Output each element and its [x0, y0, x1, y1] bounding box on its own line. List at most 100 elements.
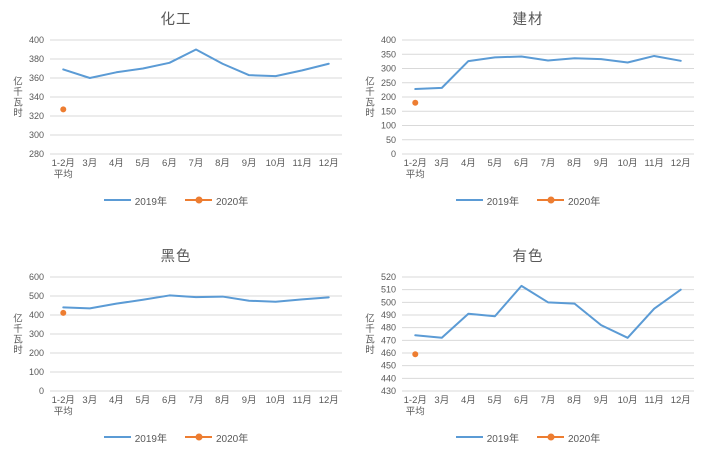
x-axis-tick-label: 3月	[434, 158, 449, 169]
x-axis-tick-label: 3月	[434, 395, 449, 406]
y-axis-title-char: 千	[365, 324, 375, 335]
y-axis-tick-label: 480	[381, 323, 396, 333]
y-axis-title-char: 千	[13, 87, 23, 98]
x-axis-tick-label: 平均	[54, 169, 73, 181]
legend-swatch	[185, 196, 212, 204]
y-axis-tick-label: 490	[381, 310, 396, 320]
chart-title: 建材	[512, 12, 544, 28]
y-axis-tick-label: 510	[381, 285, 396, 295]
chart-title: 化工	[160, 12, 192, 28]
series-0-line	[62, 294, 330, 310]
legend-item-1: 2020年	[537, 430, 600, 445]
x-axis-tick-label: 6月	[514, 395, 529, 406]
legend-swatch	[103, 199, 131, 201]
legend-swatch	[103, 436, 131, 438]
series-0-line	[414, 284, 682, 339]
x-axis-tick-label: 11月	[292, 158, 311, 169]
x-axis-tick-label: 6月	[514, 158, 529, 169]
y-axis-title-char: 时	[365, 344, 375, 356]
x-axis-tick-label: 7月	[189, 395, 204, 406]
y-axis-tick-label: 280	[29, 149, 44, 159]
y-axis-title-char: 亿	[365, 75, 375, 87]
x-axis-tick-label: 4月	[109, 158, 124, 169]
y-axis-tick-label: 380	[29, 54, 44, 64]
x-axis-tick-label: 11月	[644, 158, 663, 169]
chart-ferrous: 黑色 0 100 200 300 400 500 600 亿千瓦时 1-2月 平均 3月 4月 5月 6月…	[0, 237, 352, 473]
series-0-line	[62, 48, 330, 79]
legend: 2019年 2020年	[0, 193, 352, 208]
legend-item-1: 2020年	[185, 430, 248, 445]
y-axis-tick-label: 500	[381, 297, 396, 307]
x-axis-tick-label: 1-2月	[404, 395, 427, 406]
legend-marker-dot	[547, 196, 554, 204]
x-axis-tick-label: 1-2月	[52, 395, 75, 406]
legend-label: 2020年	[568, 433, 601, 445]
series-1-point	[412, 351, 419, 358]
x-axis-tick-label: 4月	[461, 395, 476, 406]
series-0-line	[414, 54, 682, 91]
x-axis-tick-label: 3月	[82, 395, 97, 406]
y-axis-title-char: 时	[13, 107, 23, 119]
legend-marker-dot	[195, 433, 202, 441]
x-axis-tick-label: 9月	[594, 395, 609, 406]
chart-building-materials: 建材 0 50 100 150 200 250 300 350 400 亿千瓦时 1-2月 平均 3月 4…	[352, 0, 704, 237]
x-axis-tick-label: 5月	[136, 158, 151, 169]
series-1-point	[412, 99, 419, 106]
x-axis-tick-label: 平均	[406, 169, 425, 181]
y-axis-tick-label: 460	[381, 348, 396, 358]
x-axis-tick-label: 8月	[215, 158, 230, 169]
x-axis-tick-label: 9月	[594, 158, 609, 169]
legend-label: 2019年	[486, 433, 519, 445]
y-axis-tick-label: 430	[381, 386, 396, 396]
legend: 2019年 2020年	[352, 430, 704, 445]
legend: 2019年 2020年	[352, 193, 704, 208]
x-axis-tick-label: 9月	[242, 395, 257, 406]
x-axis-tick-label: 平均	[406, 406, 425, 418]
series-1-point	[60, 309, 67, 316]
chart-title: 有色	[512, 249, 544, 265]
x-axis-tick-label: 6月	[162, 158, 177, 169]
legend-label: 2020年	[216, 433, 249, 445]
legend-label: 2020年	[568, 196, 601, 208]
y-axis-tick-label: 360	[29, 73, 44, 83]
legend-item-0: 2019年	[103, 430, 167, 445]
y-axis-tick-label: 400	[29, 310, 44, 320]
y-axis-tick-label: 100	[381, 121, 396, 131]
y-axis-tick-label: 300	[381, 64, 396, 74]
legend-item-1: 2020年	[185, 193, 248, 208]
legend-marker-dot	[547, 433, 554, 441]
y-axis-title-char: 亿	[365, 312, 375, 324]
legend-swatch	[537, 433, 564, 441]
legend-swatch	[455, 436, 483, 438]
chart-title: 黑色	[160, 249, 192, 265]
legend: 2019年 2020年	[0, 430, 352, 445]
x-axis-tick-label: 12月	[319, 395, 339, 406]
y-axis-tick-label: 200	[29, 348, 44, 358]
x-axis-tick-label: 8月	[215, 395, 230, 406]
y-axis-tick-label: 450	[381, 361, 396, 371]
legend-label: 2020年	[216, 196, 249, 208]
x-axis-tick-label: 11月	[644, 395, 663, 406]
legend-marker-dot	[195, 196, 202, 204]
x-axis-tick-label: 5月	[488, 395, 503, 406]
y-axis-tick-label: 340	[29, 92, 44, 102]
y-axis-title-char: 时	[13, 344, 23, 356]
x-axis-tick-label: 7月	[541, 158, 556, 169]
y-axis-title-char: 时	[365, 107, 375, 119]
y-axis-tick-label: 400	[29, 35, 44, 45]
y-axis-title-char: 千	[13, 324, 23, 335]
x-axis-tick-label: 1-2月	[52, 158, 75, 169]
y-axis-title-char: 瓦	[13, 97, 23, 108]
y-axis-title-char: 瓦	[13, 334, 23, 345]
legend-swatch	[455, 199, 483, 201]
legend-item-1: 2020年	[537, 193, 600, 208]
x-axis-tick-label: 6月	[162, 395, 177, 406]
x-axis-tick-label: 12月	[319, 158, 339, 169]
x-axis-tick-label: 8月	[567, 158, 582, 169]
y-axis-tick-label: 320	[29, 111, 44, 121]
y-axis-tick-label: 100	[29, 367, 44, 377]
y-axis-tick-label: 300	[29, 130, 44, 140]
